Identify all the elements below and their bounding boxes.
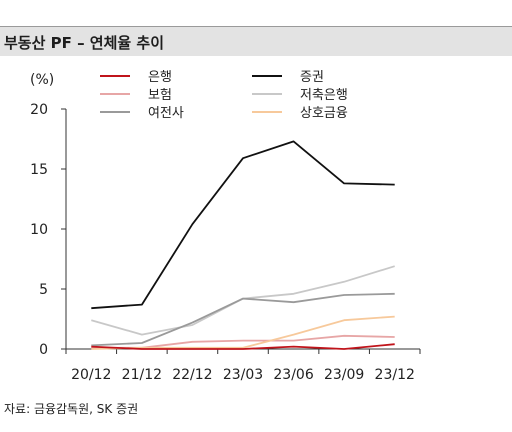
y-unit-label: (%): [30, 72, 54, 88]
y-tick-label: 15: [30, 162, 48, 178]
legend-label-2: 증권: [300, 70, 324, 85]
legend-label-3: 보험: [148, 88, 172, 103]
x-tick-label: 23/12: [375, 367, 415, 383]
series-line-2: [91, 140, 395, 310]
series-line-3: [91, 334, 395, 349]
x-tick-label: 23/09: [324, 367, 364, 383]
y-tick-label: 0: [39, 342, 48, 358]
legend-label-1: 은행: [148, 69, 172, 85]
series-line-5: [91, 292, 395, 347]
series-line-1: [91, 343, 395, 350]
series-line-6: [91, 315, 395, 350]
series-line-4: [91, 265, 395, 336]
title-bar: 부동산 PF – 연체율 추이: [0, 26, 512, 56]
y-tick-label: 20: [30, 102, 48, 118]
y-tick-label: 5: [39, 282, 48, 298]
chart-title: 부동산 PF – 연체율 추이: [4, 34, 165, 52]
legend-label-4: 저축은행: [300, 87, 348, 103]
x-tick-label: 23/03: [223, 367, 263, 383]
x-tick-label: 21/12: [122, 367, 162, 383]
x-tick-label: 22/12: [172, 367, 212, 383]
x-tick-label: 20/12: [71, 367, 111, 383]
y-tick-label: 10: [30, 222, 48, 238]
x-tick-label: 23/06: [273, 367, 313, 383]
legend-label-5: 여전사: [148, 106, 184, 121]
legend-label-6: 상호금융: [300, 106, 348, 121]
source-note: 자료: 금융감독원, SK 증권: [4, 402, 139, 416]
